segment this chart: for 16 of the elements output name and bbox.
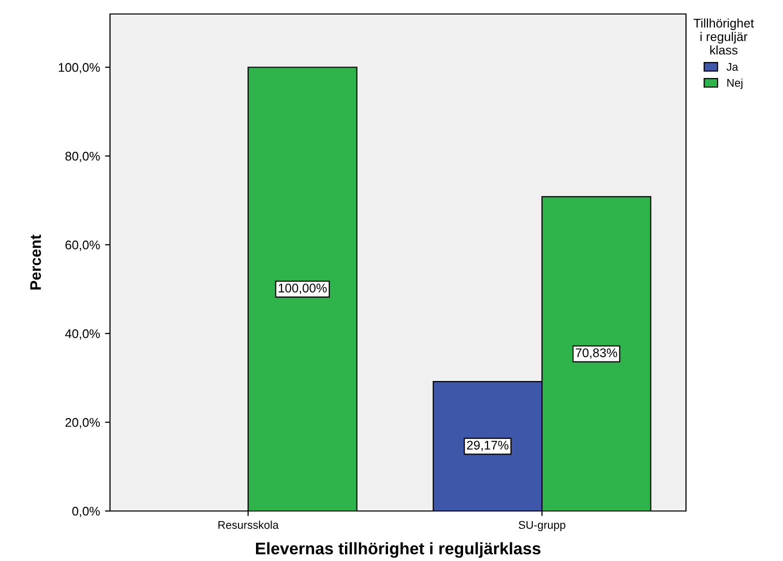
data-label: 29,17%	[467, 440, 508, 452]
legend-label: Nej	[727, 78, 742, 89]
y-tick-label: 60,0%	[65, 240, 100, 251]
legend-label: Ja	[726, 63, 738, 71]
y-tick-label: 40,0%	[65, 329, 100, 340]
y-axis-title: Percent	[30, 234, 41, 290]
data-label: 100,00%	[278, 284, 327, 294]
y-tick-label: 20,0%	[65, 418, 100, 428]
data-label: 70,83%	[576, 348, 618, 359]
x-axis-title: Elevernas tillhörighet i reguljärklass	[256, 542, 540, 558]
x-tick-label: Resursskola	[218, 520, 279, 529]
y-tick-label: 80,0%	[65, 152, 100, 162]
legend-title: Tillhörighet i reguljär klass	[694, 18, 754, 55]
x-tick-label: SU-grupp	[518, 521, 566, 532]
y-tick-label: 0,0%	[72, 506, 100, 518]
y-tick-label: 100,0%	[58, 63, 100, 74]
